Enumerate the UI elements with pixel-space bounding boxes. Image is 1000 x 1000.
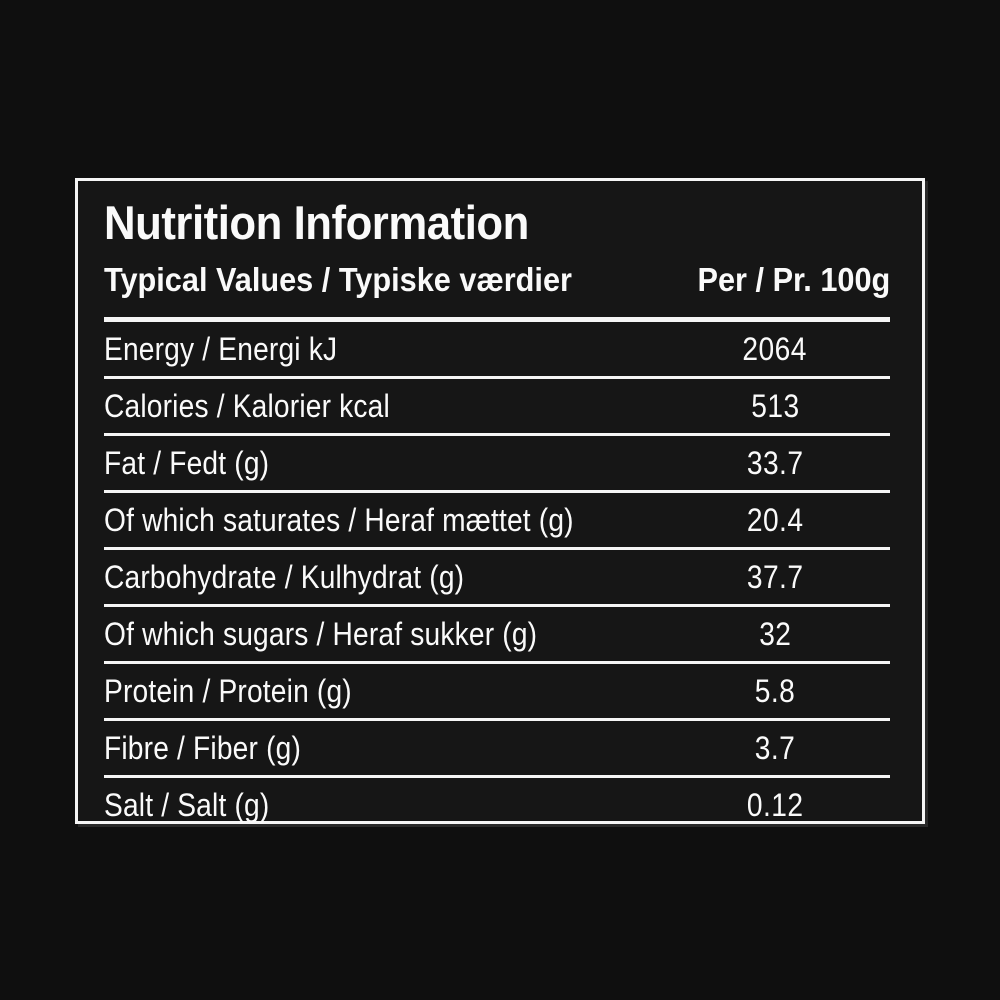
nutrient-value: 2064: [742, 331, 808, 367]
nutrient-value-cell: 513: [660, 388, 890, 424]
column-header-row: Typical Values / Typiske værdier Per / P…: [104, 261, 890, 299]
nutrient-row-carbohydrate: Carbohydrate / Kulhydrat (g) 37.7: [104, 550, 890, 607]
nutrient-row-sugars: Of which sugars / Heraf sukker (g) 32: [104, 607, 890, 664]
nutrient-name: Carbohydrate / Kulhydrat (g): [104, 559, 465, 595]
column-header-per-100g: Per / Pr. 100g: [697, 261, 890, 298]
nutrient-name: Of which sugars / Heraf sukker (g): [104, 616, 538, 652]
nutrient-name: Fibre / Fiber (g): [104, 730, 302, 766]
nutrient-value: 5.8: [754, 673, 796, 709]
nutrient-value: 33.7: [746, 445, 804, 481]
nutrient-name: Salt / Salt (g): [104, 787, 270, 823]
nutrient-value-cell: 20.4: [660, 502, 890, 538]
nutrient-name: Protein / Protein (g): [104, 673, 352, 709]
nutrient-value-cell: 37.7: [660, 559, 890, 595]
nutrient-value: 513: [750, 388, 800, 424]
nutrient-row-fibre: Fibre / Fiber (g) 3.7: [104, 721, 890, 778]
nutrient-value-cell: 2064: [660, 331, 890, 367]
nutrient-row-calories: Calories / Kalorier kcal 513: [104, 379, 890, 436]
nutrient-value-cell: 0.12: [660, 787, 890, 823]
nutrient-value: 3.7: [754, 730, 796, 766]
nutrient-value-cell: 3.7: [660, 730, 890, 766]
nutrient-name: Fat / Fedt (g): [104, 445, 270, 481]
nutrient-value: 32: [758, 616, 792, 652]
column-header-typical-values: Typical Values / Typiske værdier: [104, 261, 572, 298]
nutrient-value: 37.7: [746, 559, 804, 595]
header-divider: [104, 317, 890, 322]
nutrition-title: Nutrition Information: [104, 197, 890, 249]
nutrient-row-salt: Salt / Salt (g) 0.12: [104, 778, 890, 832]
nutrition-label-panel: Nutrition Information Typical Values / T…: [75, 178, 925, 824]
nutrient-name: Of which saturates / Heraf mættet (g): [104, 502, 574, 538]
nutrient-row-protein: Protein / Protein (g) 5.8: [104, 664, 890, 721]
nutrition-title-text: Nutrition Information: [104, 196, 529, 249]
nutrient-name: Energy / Energi kJ: [104, 331, 338, 367]
nutrient-name: Calories / Kalorier kcal: [104, 388, 390, 424]
nutrient-value-cell: 33.7: [660, 445, 890, 481]
nutrient-row-fat: Fat / Fedt (g) 33.7: [104, 436, 890, 493]
nutrient-value-cell: 5.8: [660, 673, 890, 709]
nutrition-table: Energy / Energi kJ 2064 Calories / Kalor…: [104, 322, 890, 832]
nutrient-value-cell: 32: [660, 616, 890, 652]
nutrient-value: 20.4: [746, 502, 804, 538]
nutrient-row-energy: Energy / Energi kJ 2064: [104, 322, 890, 379]
nutrient-row-saturates: Of which saturates / Heraf mættet (g) 20…: [104, 493, 890, 550]
nutrient-value: 0.12: [746, 787, 804, 823]
